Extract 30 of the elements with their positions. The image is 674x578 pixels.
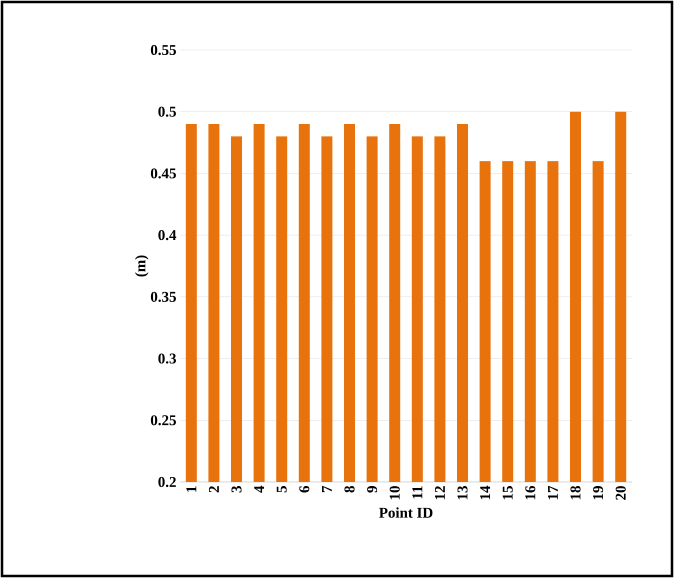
y-tick-label: 0.2 [158,476,176,488]
y-axis-title: (m) [134,255,148,277]
y-tick-label: 0.55 [150,44,176,56]
x-tick-label: 11 [412,486,422,498]
x-tick-label: 6 [299,486,310,492]
x-tick-label: 19 [593,486,604,500]
x-tick-label: 15 [502,486,513,500]
x-tick-label: 3 [231,486,242,492]
y-tick-label: 0.25 [150,415,176,426]
y-tick-label: 0.4 [158,230,176,240]
y-tick-label: 0.3 [158,353,176,364]
y-tick-label: 0.35 [150,292,176,302]
x-tick-label: 8 [344,486,355,492]
x-axis-title: Point ID [379,507,432,518]
x-tick-label: 20 [616,486,626,500]
x-tick-label: 9 [367,486,378,493]
x-tick-label: 14 [480,486,490,500]
y-tick-label: 0.5 [158,106,176,117]
x-tick-label: 18 [570,486,581,500]
x-tick-label: 5 [276,486,287,492]
x-tick-label: 13 [457,486,468,500]
x-tick-label: 4 [254,486,264,493]
x-tick-label: 12 [434,486,445,500]
x-tick-label: 7 [322,486,332,492]
x-tick-label: 10 [390,486,400,500]
x-tick-label: 16 [525,486,536,500]
x-tick-label: 17 [548,486,558,500]
y-tick-label: 0.45 [150,168,176,178]
x-tick-label: 1 [186,486,196,492]
x-tick-label: 2 [208,486,219,492]
